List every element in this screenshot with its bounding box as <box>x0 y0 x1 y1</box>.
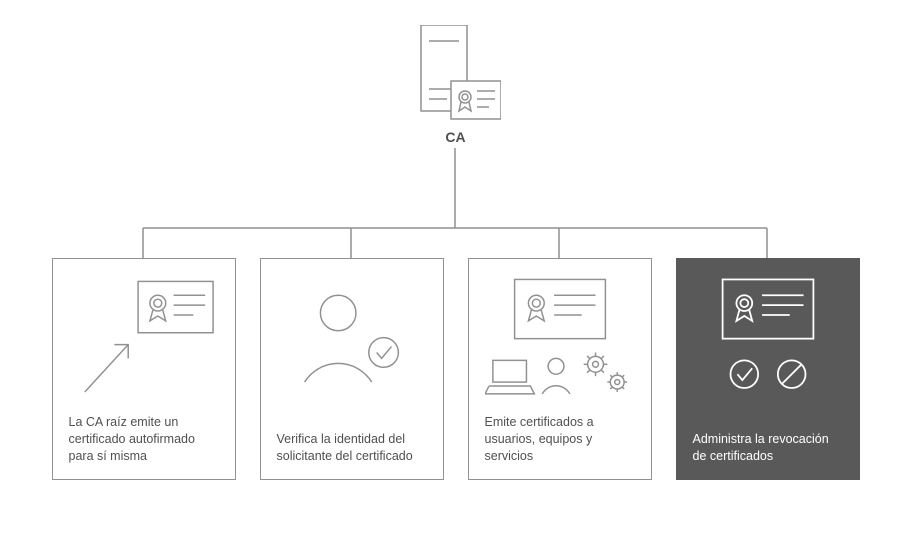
root-node: CA <box>411 25 501 145</box>
ca-icon <box>411 25 501 125</box>
node-issue-certs: Emite certificados a usuarios, equipos y… <box>468 258 652 480</box>
revocation-illustration <box>693 273 843 406</box>
node-caption: La CA raíz emite un certificado autofirm… <box>69 414 219 465</box>
children-row: La CA raíz emite un certificado autofirm… <box>0 258 911 480</box>
node-caption: Emite certificados a usuarios, equipos y… <box>485 414 635 465</box>
issue-illustration <box>485 273 635 406</box>
ca-diagram: CA <box>0 0 911 533</box>
node-caption: Administra la revocación de certificados <box>693 431 843 465</box>
node-verify-identity: Verifica la identidad del solicitante de… <box>260 258 444 480</box>
verify-illustration <box>277 273 427 406</box>
self-signed-illustration <box>69 273 219 406</box>
root-label: CA <box>445 129 465 145</box>
node-self-signed: La CA raíz emite un certificado autofirm… <box>52 258 236 480</box>
node-caption: Verifica la identidad del solicitante de… <box>277 431 427 465</box>
node-revocation: Administra la revocación de certificados <box>676 258 860 480</box>
